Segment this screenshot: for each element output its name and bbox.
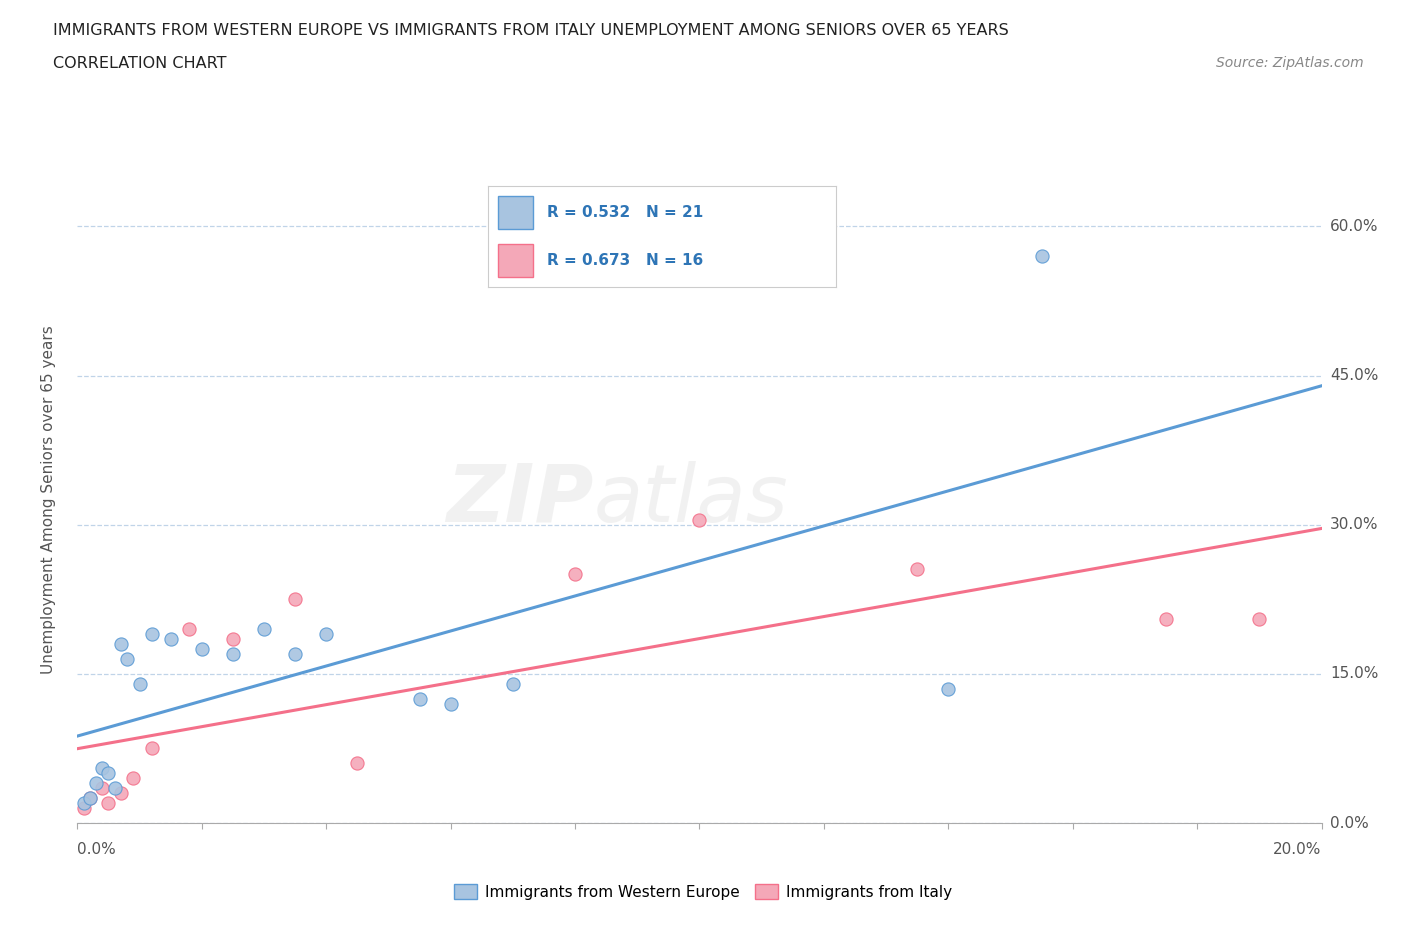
Point [564,567,586,582]
Text: 0.0%: 0.0% [1330,816,1368,830]
Point [346,756,368,771]
Point [938,682,960,697]
Point [284,591,307,606]
Point [179,622,201,637]
Text: IMMIGRANTS FROM WESTERN EUROPE VS IMMIGRANTS FROM ITALY UNEMPLOYMENT AMONG SENIO: IMMIGRANTS FROM WESTERN EUROPE VS IMMIGR… [53,23,1010,38]
Point [141,741,163,756]
Point [253,622,276,637]
Point [315,627,337,642]
Text: 0.0%: 0.0% [77,842,117,857]
Point [284,646,307,661]
Point [72,801,94,816]
Text: Source: ZipAtlas.com: Source: ZipAtlas.com [1216,56,1364,70]
Point [159,631,181,646]
Point [689,512,711,527]
Point [115,652,138,667]
Point [91,761,114,776]
Point [72,796,94,811]
Point [97,796,120,811]
Y-axis label: Unemployment Among Seniors over 65 years: Unemployment Among Seniors over 65 years [42,326,56,674]
Point [122,771,145,786]
Point [1154,612,1177,627]
Point [110,786,132,801]
Point [128,676,150,691]
Point [502,676,524,691]
Point [440,697,463,711]
Text: 30.0%: 30.0% [1330,517,1378,532]
Text: ZIP: ZIP [446,461,593,538]
Text: 60.0%: 60.0% [1330,219,1378,234]
Point [79,790,101,805]
Point [191,642,214,657]
Point [97,766,120,781]
Text: 45.0%: 45.0% [1330,368,1378,383]
Text: CORRELATION CHART: CORRELATION CHART [53,56,226,71]
Point [104,781,127,796]
Point [141,627,163,642]
Point [110,637,132,652]
Point [1031,249,1053,264]
Text: 15.0%: 15.0% [1330,667,1378,682]
Text: 20.0%: 20.0% [1274,842,1322,857]
Point [222,631,245,646]
Point [905,562,928,577]
Legend: Immigrants from Western Europe, Immigrants from Italy: Immigrants from Western Europe, Immigran… [449,877,957,906]
Point [222,646,245,661]
Point [408,691,430,706]
Point [84,776,107,790]
Text: atlas: atlas [593,461,789,538]
Point [91,781,114,796]
Point [1249,612,1271,627]
Point [79,790,101,805]
